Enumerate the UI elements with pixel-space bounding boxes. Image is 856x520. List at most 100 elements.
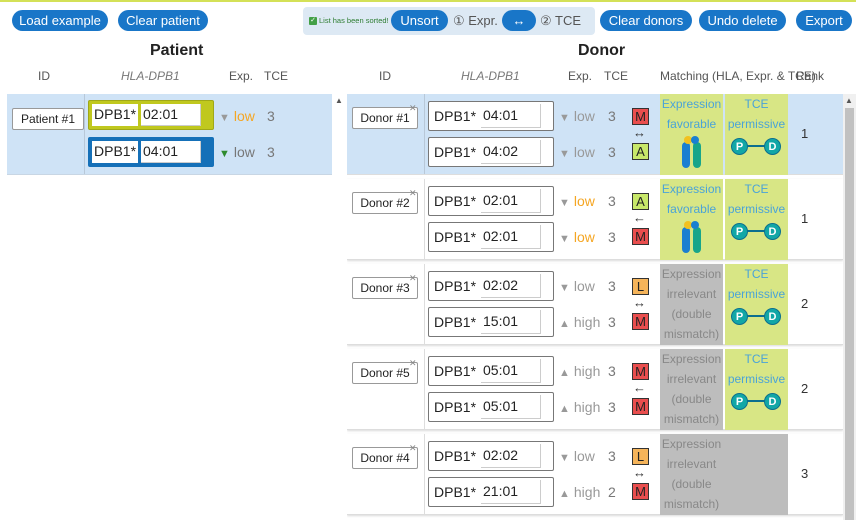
panel-line: permissive [727,117,786,131]
close-icon[interactable]: ✕ [409,188,417,198]
hla-value-input[interactable]: 15:01 [481,310,541,334]
undo-delete-button[interactable]: Undo delete [699,10,786,31]
arrow-icon: ↔ [633,295,646,310]
donor-expr: ▼ low [559,278,595,294]
expression-panel: Expression irrelevant (double mismatch) [660,349,723,430]
pd-line [745,315,767,317]
match-badge: M [632,398,649,415]
patient-id-button[interactable]: Patient #1 [12,108,84,130]
donor-expr: ▼ low [559,229,595,245]
donor-hla-field[interactable]: DPB1* 04:02 [428,137,554,167]
donor-expr: ▲ high [559,484,600,500]
donor-id-button[interactable]: Donor #4 [352,447,418,469]
donor-hla-field[interactable]: DPB1* 04:01 [428,101,554,131]
donor-hla-field[interactable]: DPB1* 02:01 [428,186,554,216]
panel-line: favorable [666,202,717,216]
donor-row[interactable]: Donor #2 ✕ DPB1* 02:01 ▼ low 3 A ← DPB1* … [347,179,843,260]
expr-label: high [573,399,601,415]
panel-line: irrelevant [666,457,717,471]
hla-value-input[interactable]: 02:01 [481,189,541,213]
hla-value-input[interactable]: 05:01 [481,395,541,419]
donor-tce: 2 [608,484,616,500]
donor-hla-field[interactable]: DPB1* 02:01 [428,222,554,252]
close-icon[interactable]: ✕ [409,103,417,113]
hla-value-input[interactable]: 04:02 [481,140,541,164]
donor-hla-field[interactable]: DPB1* 02:02 [428,271,554,301]
pd-link-icon: P D [731,308,781,326]
scroll-up-icon[interactable]: ▲ [335,96,343,105]
hla-value-input[interactable]: 02:02 [481,274,541,298]
expr-label: low [573,229,595,245]
hla-value-input[interactable]: 02:01 [141,104,201,126]
hla-prefix: DPB1* [92,104,139,126]
panel-line: mismatch) [663,412,720,426]
sort-option-tce[interactable]: ② TCE [540,13,582,28]
donor-expr: ▼ low [559,108,595,124]
hla-prefix: DPB1* [434,229,477,245]
panel-line: TCE [744,97,769,111]
donor-hla-field[interactable]: DPB1* 02:02 [428,441,554,471]
hla-prefix: DPB1* [434,484,477,500]
donor-id-button[interactable]: Donor #1 [352,107,418,129]
expr-label: low [573,193,595,209]
donor-row[interactable]: Donor #4 ✕ DPB1* 02:02 ▼ low 3 L ↔ DPB1* … [347,434,843,515]
cell-divider [424,264,425,344]
match-badge: M [632,363,649,380]
hla-value-input[interactable]: 21:01 [481,480,541,504]
hla-prefix: DPB1* [434,399,477,415]
donor-expr: ▲ high [559,363,600,379]
donor-id-button[interactable]: Donor #5 [352,362,418,384]
donor-hla-field[interactable]: DPB1* 15:01 [428,307,554,337]
scroll-up-icon[interactable]: ▲ [845,96,853,105]
patient-header-expr: Exp. [229,69,254,83]
hla-value-input[interactable]: 04:01 [141,141,201,163]
cell-divider [424,94,425,174]
load-example-button[interactable]: Load example [12,10,108,31]
export-button[interactable]: Export [796,10,852,31]
donor-hla-field[interactable]: DPB1* 05:01 [428,392,554,422]
sort-option-expr[interactable]: ① Expr. [453,13,498,28]
donor-row[interactable]: Donor #5 ✕ DPB1* 05:01 ▲ high 3 M ← DPB1*… [347,349,843,430]
patient-header-tce: TCE [264,69,288,83]
donor-tce: 3 [608,314,616,330]
p-node: P [731,393,748,410]
donor-hla-field[interactable]: DPB1* 05:01 [428,356,554,386]
scroll-thumb[interactable] [845,108,854,520]
swap-sort-button[interactable]: ↔ [502,10,536,31]
patient-row[interactable]: Patient #1 DPB1* 02:01 ▼ low 3 DPB1* 04:0… [7,94,332,175]
panel-line: permissive [727,202,786,216]
hla-value-input[interactable]: 02:01 [481,225,541,249]
expression-panel: Expression favorable [660,179,723,260]
hla-prefix: DPB1* [434,278,477,294]
close-icon[interactable]: ✕ [409,358,417,368]
clear-patient-button[interactable]: Clear patient [118,10,208,31]
donor-hla-field[interactable]: DPB1* 21:01 [428,477,554,507]
unsort-button[interactable]: Unsort [391,10,448,31]
triangle-down-icon: ▼ [559,148,570,160]
donor-id-button[interactable]: Donor #2 [352,192,418,214]
donor-scrollbar[interactable]: ▲ [843,94,856,520]
hla-value-input[interactable]: 02:02 [481,444,541,468]
d-node: D [764,308,781,325]
donor-tce: 3 [608,144,616,160]
panel-line: irrelevant [666,287,717,301]
donor-expr: ▼ low [559,144,595,160]
hla-value-input[interactable]: 04:01 [481,104,541,128]
donor-id-button[interactable]: Donor #3 [352,277,418,299]
match-badge: A [632,143,649,160]
patient-hla-field-1[interactable]: DPB1* 02:01 [88,100,214,130]
clear-donors-button[interactable]: Clear donors [600,10,692,31]
arrow-icon: ↔ [633,125,646,140]
hla-value-input[interactable]: 05:01 [481,359,541,383]
donor-title: Donor [578,42,626,59]
close-icon[interactable]: ✕ [409,273,417,283]
d-node: D [764,138,781,155]
hla-prefix: DPB1* [434,193,477,209]
patient-expr-2: ▼ low [219,144,255,160]
patient-hla-field-2[interactable]: DPB1* 04:01 [88,137,214,167]
hla-prefix: DPB1* [434,314,477,330]
close-icon[interactable]: ✕ [409,443,417,453]
pd-link-icon: P D [731,393,781,411]
donor-row[interactable]: Donor #1 ✕ DPB1* 04:01 ▼ low 3 M ↔ DPB1* … [347,94,843,175]
donor-row[interactable]: Donor #3 ✕ DPB1* 02:02 ▼ low 3 L ↔ DPB1* … [347,264,843,345]
